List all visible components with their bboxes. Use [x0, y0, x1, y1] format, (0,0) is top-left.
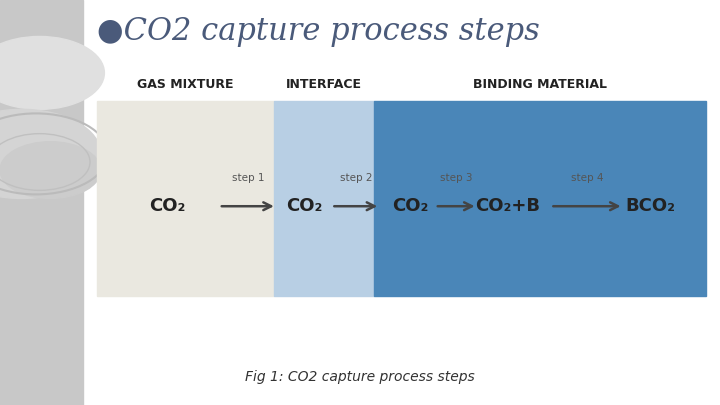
Circle shape [0, 36, 104, 109]
Text: BCO₂: BCO₂ [626, 197, 676, 215]
Text: step 4: step 4 [571, 173, 603, 183]
Text: step 2: step 2 [340, 173, 372, 183]
Circle shape [0, 142, 101, 198]
Bar [0, 0, 83, 405]
Bar [97, 101, 274, 296]
Text: BINDING MATERIAL: BINDING MATERIAL [472, 78, 606, 91]
Text: ●CO2 capture process steps: ●CO2 capture process steps [97, 16, 540, 47]
Text: step 1: step 1 [232, 173, 264, 183]
Circle shape [0, 109, 101, 198]
Text: Fig 1: CO2 capture process steps: Fig 1: CO2 capture process steps [245, 370, 475, 384]
Text: CO₂: CO₂ [286, 197, 323, 215]
Text: CO₂: CO₂ [149, 197, 185, 215]
Text: step 3: step 3 [440, 173, 472, 183]
Bar [274, 101, 374, 296]
Text: GAS MIXTURE: GAS MIXTURE [138, 78, 234, 91]
Text: INTERFACE: INTERFACE [286, 78, 362, 91]
Text: CO₂: CO₂ [392, 197, 428, 215]
Text: CO₂+B: CO₂+B [475, 197, 541, 215]
Bar [374, 101, 706, 296]
